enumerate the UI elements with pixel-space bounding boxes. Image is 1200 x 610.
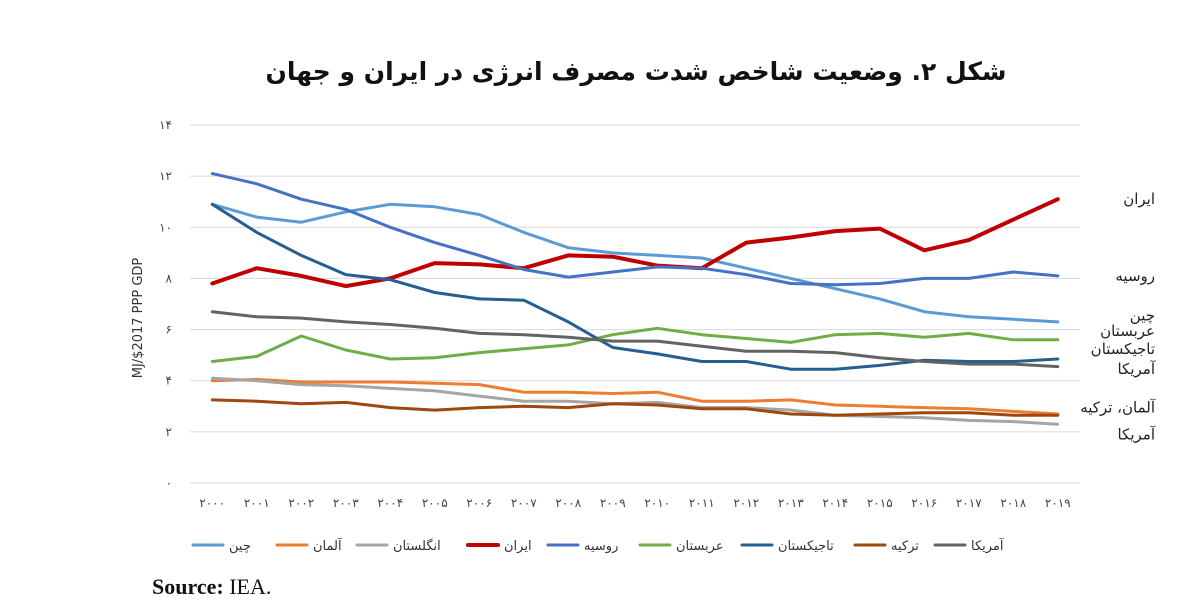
source-note: Source: IEA. bbox=[152, 574, 271, 600]
series-line bbox=[210, 197, 1060, 289]
series-end-label: آمریکا bbox=[1117, 425, 1155, 443]
source-text: IEA. bbox=[229, 574, 272, 599]
x-tick-label: ۲۰۱۲ bbox=[733, 496, 759, 510]
legend-label: آلمان bbox=[313, 537, 343, 554]
series-end-label: عربستان bbox=[1100, 322, 1155, 340]
series-line bbox=[210, 310, 1060, 369]
x-tick-label: ۲۰۰۷ bbox=[511, 496, 537, 510]
legend-label: روسیه bbox=[584, 539, 618, 554]
series-end-label: چین bbox=[1130, 307, 1155, 325]
legend-label: انگلستان bbox=[393, 538, 441, 554]
grid-lines bbox=[190, 124, 1080, 484]
series-line bbox=[210, 172, 1060, 287]
y-tick-label: ۰ bbox=[166, 476, 172, 490]
y-tick-label: ۸ bbox=[166, 271, 173, 285]
series-end-label: روسیه bbox=[1115, 267, 1155, 285]
series-line bbox=[210, 398, 1060, 417]
x-tick-label: ۲۰۰۸ bbox=[555, 496, 581, 510]
legend-label: تاجیکستان bbox=[778, 539, 834, 554]
legend-label: آمریکا bbox=[971, 537, 1005, 554]
chart-title: شکل ۲. وضعیت شاخص شدت مصرف انرژی در ایرا… bbox=[266, 57, 1007, 87]
source-label: Source: bbox=[152, 574, 224, 599]
series-end-label: تاجیکستان bbox=[1091, 340, 1155, 358]
x-tick-label: ۲۰۰۰ bbox=[199, 496, 225, 510]
x-tick-label: ۲۰۰۴ bbox=[377, 496, 403, 510]
x-tick-label: ۲۰۰۳ bbox=[333, 496, 359, 510]
y-tick-label: ۱۲ bbox=[159, 169, 172, 183]
legend-label: ترکیه bbox=[891, 539, 919, 554]
x-tick-label: ۲۰۱۵ bbox=[867, 496, 893, 510]
series-line bbox=[210, 377, 1060, 416]
x-tick-label: ۲۰۱۱ bbox=[689, 496, 715, 510]
legend-label: چین bbox=[229, 539, 251, 554]
y-tick-label: ۴ bbox=[166, 374, 172, 388]
x-tick-label: ۲۰۱۴ bbox=[822, 496, 848, 510]
x-tick-label: ۲۰۰۲ bbox=[288, 496, 314, 510]
x-tick-label: ۲۰۱۸ bbox=[1000, 496, 1026, 510]
legend-label: ایران bbox=[504, 539, 532, 554]
y-tick-label: ۱۰ bbox=[159, 220, 172, 234]
x-tick-label: ۲۰۰۹ bbox=[600, 496, 626, 510]
y-tick-labels: ۰ ۲ ۴ ۶ ۸ ۱۰ ۱۲ ۱۴ bbox=[159, 118, 172, 490]
y-tick-label: ۱۴ bbox=[159, 118, 172, 132]
x-tick-label: ۲۰۱۰ bbox=[644, 496, 670, 510]
series-end-label: آمریکا bbox=[1117, 360, 1155, 378]
series-lines bbox=[210, 172, 1060, 426]
x-tick-label: ۲۰۰۶ bbox=[466, 496, 492, 510]
series-end-label: ایران bbox=[1123, 190, 1155, 208]
x-tick-label: ۲۰۱۳ bbox=[778, 496, 804, 510]
y-axis-label: MJ/$2017 PPP GDP bbox=[131, 258, 146, 379]
x-tick-label: ۲۰۱۷ bbox=[956, 496, 982, 510]
legend: چین آلمان انگلستان ایران روسیه عربستان تاجیکست… bbox=[191, 537, 1005, 554]
series-line bbox=[210, 202, 1060, 371]
series-line bbox=[210, 202, 1060, 324]
x-tick-label: ۲۰۰۵ bbox=[422, 496, 448, 510]
legend-label: عربستان bbox=[676, 539, 724, 554]
x-tick-labels: ۲۰۰۰ ۲۰۰۱ ۲۰۰۲ ۲۰۰۳ ۲۰۰۴ ۲۰۰۵ ۲۰۰۶ ۲۰۰۷ ۲۰۰۸ ۲۰۰۹… bbox=[199, 496, 1070, 510]
series-line bbox=[210, 326, 1060, 363]
y-tick-label: ۲ bbox=[166, 425, 172, 439]
x-tick-label: ۲۰۰۱ bbox=[244, 496, 270, 510]
x-tick-label: ۲۰۱۶ bbox=[911, 496, 937, 510]
series-end-label: آلمان، ترکیه bbox=[1080, 399, 1156, 417]
x-tick-label: ۲۰۱۹ bbox=[1045, 496, 1071, 510]
y-tick-label: ۶ bbox=[166, 323, 172, 337]
